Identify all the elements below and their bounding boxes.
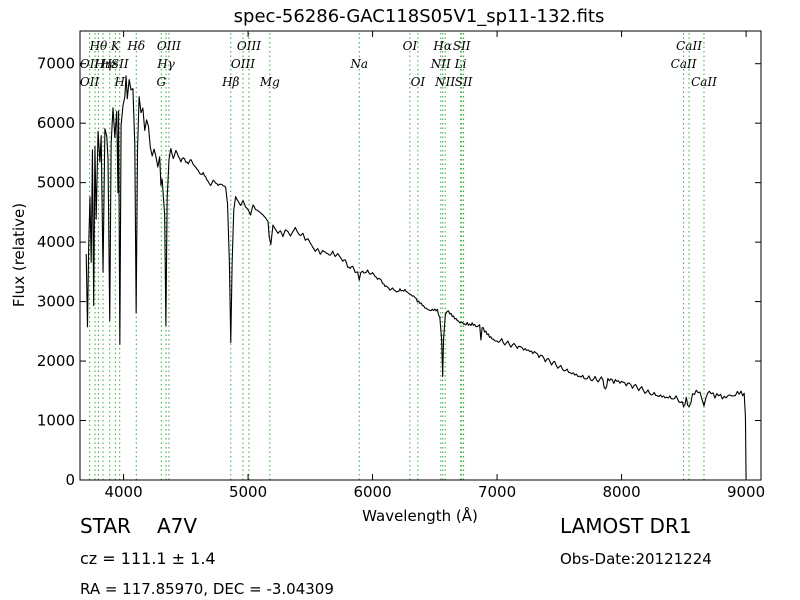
y-tick-label-1: 1000 xyxy=(37,412,75,430)
x-tick-label-5: 9000 xyxy=(727,483,765,501)
line-label-13-0: OIII xyxy=(237,39,261,53)
plot-frame xyxy=(79,30,762,481)
observation-date: Obs-Date:20121224 xyxy=(560,550,712,568)
line-label-25-0: CaII xyxy=(676,39,702,53)
line-label-6-1: H xyxy=(113,75,125,89)
y-tick-label-4: 4000 xyxy=(37,233,75,251)
y-tick-label-2: 2000 xyxy=(37,352,75,370)
line-label-0-0: OII xyxy=(80,57,100,71)
line-label-7-0: Hδ xyxy=(126,39,145,53)
line-label-2-0: Hθ xyxy=(89,39,108,53)
coordinates: RA = 117.85970, DEC = -3.04309 xyxy=(80,580,334,598)
line-label-15-0: Na xyxy=(349,57,368,71)
line-label-3-0: Hη xyxy=(93,57,112,71)
line-label-22-0: SII xyxy=(453,39,471,53)
line-marker-layer xyxy=(89,33,705,480)
line-label-14-0: Mg xyxy=(259,75,280,89)
line-label-0-1: OII xyxy=(80,75,100,89)
x-axis-label: Wavelength (Å) xyxy=(362,506,478,525)
line-label-18-0: NII xyxy=(430,57,451,71)
x-tick-label-4: 8000 xyxy=(602,483,640,501)
chart-title: spec-56286-GAC118S05V1_sp11-132.fits xyxy=(234,6,605,27)
line-label-6-0: SII xyxy=(111,57,129,71)
y-axis-label: Flux (relative) xyxy=(10,203,28,307)
redshift-value: cz = 111.1 ± 1.4 xyxy=(80,549,216,568)
line-label-26-0: CaII xyxy=(691,75,717,89)
line-label-16-0: OI xyxy=(403,39,418,53)
x-axis-ticks: 4000 5000 6000 7000 8000 9000 xyxy=(104,31,765,501)
line-label-5-0: K xyxy=(110,39,121,53)
line-label-11-0: Hβ xyxy=(221,75,239,89)
x-tick-label-2: 6000 xyxy=(353,483,391,501)
x-tick-label-0: 4000 xyxy=(104,483,142,501)
y-tick-label-7: 7000 xyxy=(37,55,75,73)
survey-name: LAMOST DR1 xyxy=(560,514,692,538)
object-subclass: A7V xyxy=(156,514,198,538)
line-label-12-0: OIII xyxy=(231,57,255,71)
y-tick-label-6: 6000 xyxy=(37,114,75,132)
object-class: STAR xyxy=(80,514,131,538)
y-tick-label-0: 0 xyxy=(65,471,75,489)
line-label-24-0: CaII xyxy=(671,57,697,71)
y-axis-ticks: 0 1000 2000 3000 4000 5000 6000 7000 xyxy=(37,55,761,489)
object-classification: STAR A7V xyxy=(80,514,197,538)
x-tick-label-1: 5000 xyxy=(229,483,267,501)
line-label-21-0: Li xyxy=(454,57,467,71)
line-label-17-0: OI xyxy=(411,75,426,89)
y-tick-label-5: 5000 xyxy=(37,174,75,192)
x-tick-label-3: 7000 xyxy=(478,483,516,501)
y-tick-label-3: 3000 xyxy=(37,293,75,311)
line-label-20-0: NII xyxy=(434,75,455,89)
line-label-8-0: G xyxy=(156,75,166,89)
line-label-23-0: SII xyxy=(455,75,473,89)
spectrum-series-0 xyxy=(85,75,747,479)
data-layer xyxy=(85,75,747,479)
line-label-19-0: Hα xyxy=(432,39,452,53)
line-label-9-0: Hγ xyxy=(156,57,175,71)
line-label-10-0: OIII xyxy=(157,39,181,53)
line-label-4-0: Hε xyxy=(100,57,118,71)
